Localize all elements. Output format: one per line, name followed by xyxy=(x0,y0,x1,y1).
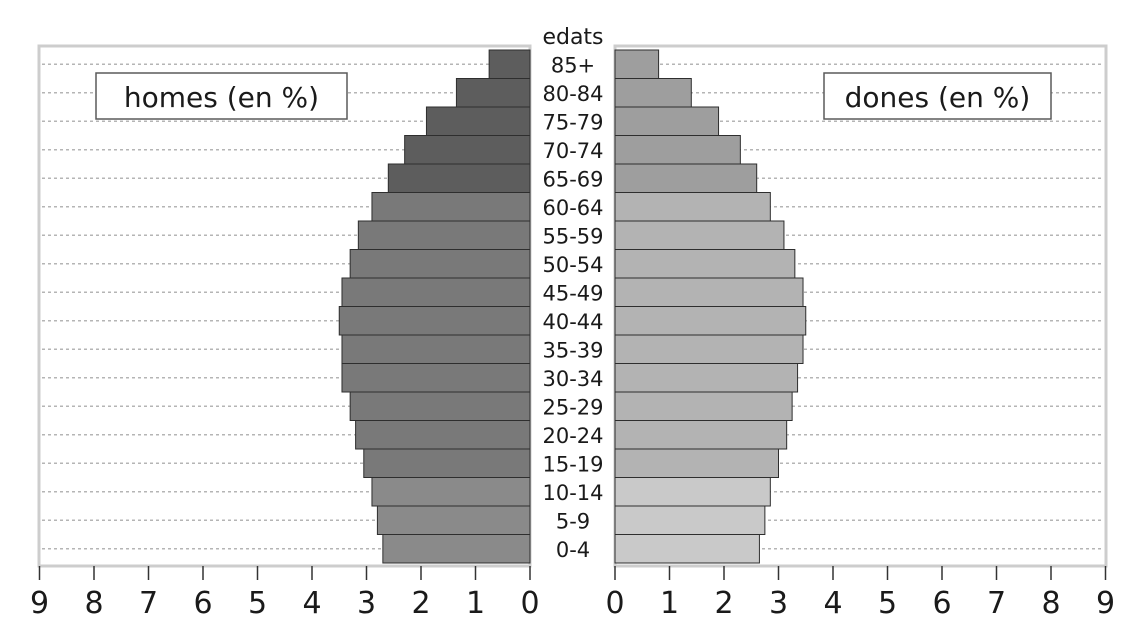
tick-label-women-8: 8 xyxy=(1041,586,1060,621)
tick-label-women-3: 3 xyxy=(769,586,788,621)
bar-men-15-19 xyxy=(363,448,531,478)
bar-women-45-49 xyxy=(614,277,804,307)
tick-label-men-8: 8 xyxy=(84,586,103,621)
bar-women-25-29 xyxy=(614,391,793,421)
bar-men-65-69 xyxy=(387,163,531,193)
bar-women-40-44 xyxy=(614,306,807,336)
bar-women-70-74 xyxy=(614,135,741,165)
tick-label-men-1: 1 xyxy=(466,586,485,621)
age-label-20-24: 20-24 xyxy=(542,424,603,448)
bar-men-35-39 xyxy=(341,334,531,364)
tick-label-women-5: 5 xyxy=(878,586,897,621)
bar-men-55-59 xyxy=(357,220,531,250)
bar-women-20-24 xyxy=(614,420,788,450)
age-label-10-14: 10-14 xyxy=(542,481,603,505)
tick-label-men-9: 9 xyxy=(30,586,49,621)
bar-women-10-14 xyxy=(614,477,771,507)
age-label-45-49: 45-49 xyxy=(542,281,603,305)
bar-women-15-19 xyxy=(614,448,779,478)
tick-label-women-0: 0 xyxy=(605,586,624,621)
bar-men-75-79 xyxy=(425,106,531,136)
bar-men-5-9 xyxy=(376,505,531,535)
age-label-0-4: 0-4 xyxy=(556,538,590,562)
tick-label-men-0: 0 xyxy=(520,586,539,621)
bar-men-80-84 xyxy=(455,78,531,108)
tick-label-men-7: 7 xyxy=(139,586,158,621)
x-axis: 0 01 12 23 34 45 56 67 78 89 9 xyxy=(30,566,1115,621)
tick-label-men-2: 2 xyxy=(411,586,430,621)
age-label-35-39: 35-39 xyxy=(542,338,603,362)
age-label-30-34: 30-34 xyxy=(542,367,603,391)
bar-women-80-84 xyxy=(614,78,692,108)
tick-label-men-4: 4 xyxy=(302,586,321,621)
bar-men-20-24 xyxy=(355,420,531,450)
age-label-55-59: 55-59 xyxy=(542,224,603,248)
age-label-75-79: 75-79 xyxy=(542,110,603,134)
legend-men-label: homes (en %) xyxy=(124,81,319,114)
bar-women-65-69 xyxy=(614,163,758,193)
tick-label-women-2: 2 xyxy=(714,586,733,621)
bar-women-30-34 xyxy=(614,363,799,393)
bar-men-10-14 xyxy=(371,477,531,507)
bar-women-50-54 xyxy=(614,249,796,279)
tick-label-men-3: 3 xyxy=(357,586,376,621)
bar-men-85+ xyxy=(488,49,531,79)
age-label-60-64: 60-64 xyxy=(542,196,603,220)
bar-men-0-4 xyxy=(382,534,531,564)
bar-women-75-79 xyxy=(614,106,720,136)
bar-men-30-34 xyxy=(341,363,531,393)
bar-men-45-49 xyxy=(341,277,531,307)
tick-label-men-6: 6 xyxy=(193,586,212,621)
tick-label-women-4: 4 xyxy=(823,586,842,621)
age-label-65-69: 65-69 xyxy=(542,167,603,191)
bar-men-60-64 xyxy=(371,192,531,222)
age-label-15-19: 15-19 xyxy=(542,452,603,476)
tick-label-women-7: 7 xyxy=(987,586,1006,621)
age-axis-label: edats xyxy=(542,25,603,50)
bar-women-85+ xyxy=(614,49,660,79)
age-label-80-84: 80-84 xyxy=(542,82,603,106)
bar-women-35-39 xyxy=(614,334,804,364)
age-label-25-29: 25-29 xyxy=(542,395,603,419)
age-label-40-44: 40-44 xyxy=(542,310,603,334)
age-label-50-54: 50-54 xyxy=(542,253,603,277)
legend-women: dones (en %) xyxy=(823,72,1052,120)
bar-women-5-9 xyxy=(614,505,766,535)
tick-label-men-5: 5 xyxy=(248,586,267,621)
tick-label-women-1: 1 xyxy=(660,586,679,621)
legend-women-label: dones (en %) xyxy=(845,81,1031,114)
bar-men-40-44 xyxy=(338,306,531,336)
age-label-70-74: 70-74 xyxy=(542,139,603,163)
bar-women-55-59 xyxy=(614,220,785,250)
bar-men-25-29 xyxy=(349,391,531,421)
age-label-5-9: 5-9 xyxy=(556,509,590,533)
bar-women-60-64 xyxy=(614,192,771,222)
bar-women-0-4 xyxy=(614,534,760,564)
tick-label-women-9: 9 xyxy=(1096,586,1115,621)
age-category-labels: 0-4 5-9 10-14 15-19 20-24 25-29 30-34 35-39 40-4… xyxy=(542,53,603,562)
tick-label-women-6: 6 xyxy=(932,586,951,621)
legend-men: homes (en %) xyxy=(95,72,348,120)
bars xyxy=(338,49,807,564)
age-label-85+: 85+ xyxy=(551,53,595,77)
bar-men-50-54 xyxy=(349,249,531,279)
bar-men-70-74 xyxy=(404,135,531,165)
